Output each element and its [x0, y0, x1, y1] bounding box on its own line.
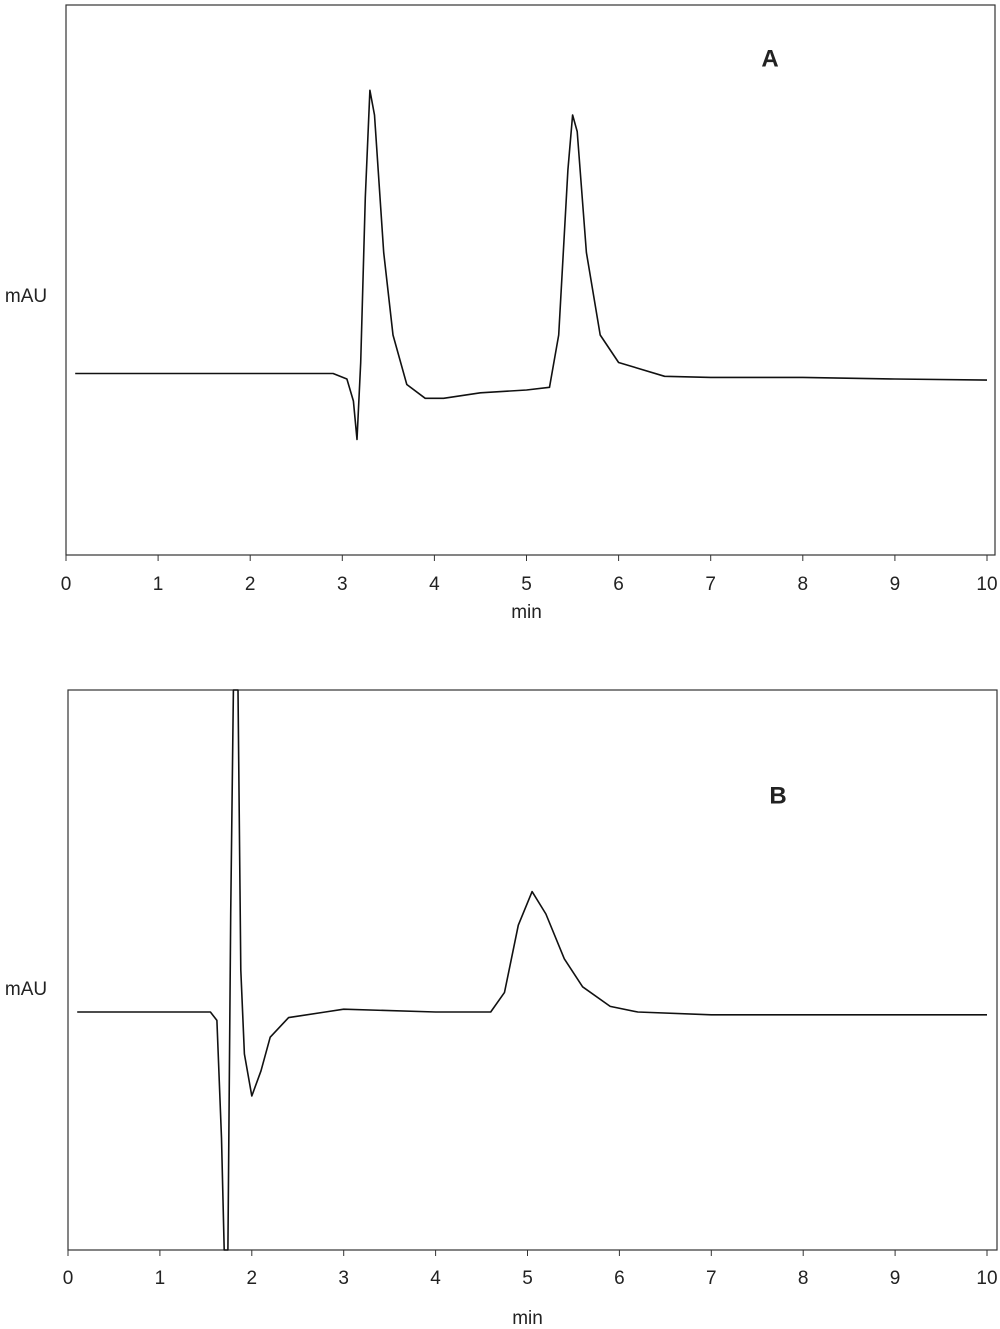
- x-tick-label: 2: [245, 574, 256, 595]
- x-tick-label: 0: [61, 574, 72, 595]
- x-tick-label: 10: [976, 1268, 997, 1289]
- x-tick-label: 9: [890, 574, 901, 595]
- plot-frame: [67, 689, 998, 1251]
- x-tick-label: 8: [798, 574, 809, 595]
- x-tick-label: 1: [155, 1268, 166, 1289]
- x-tick-label: 3: [337, 574, 348, 595]
- chromatogram-line: [75, 89, 988, 441]
- x-tick-label: 4: [430, 1268, 441, 1289]
- x-tick-label: 5: [522, 1268, 533, 1289]
- x-tick-label: 9: [890, 1268, 901, 1289]
- x-tick-label: 4: [429, 574, 440, 595]
- panel-label: A: [761, 45, 778, 72]
- x-tick-label: 6: [614, 1268, 625, 1289]
- y-axis-label: mAU: [5, 286, 47, 307]
- x-axis-label: min: [511, 602, 542, 623]
- x-tick-label: 5: [521, 574, 532, 595]
- x-tick-label: 10: [976, 574, 997, 595]
- x-axis-label: min: [512, 1308, 543, 1329]
- x-tick-label: 0: [63, 1268, 74, 1289]
- panel-label: B: [769, 782, 786, 809]
- x-tick-label: 7: [706, 1268, 717, 1289]
- x-tick-label: 1: [153, 574, 164, 595]
- chromatogram-line: [77, 689, 987, 1251]
- x-tick-label: 7: [705, 574, 716, 595]
- x-tick-label: 8: [798, 1268, 809, 1289]
- y-axis-label: mAU: [5, 979, 47, 1000]
- x-tick-label: 3: [338, 1268, 349, 1289]
- x-tick-label: 6: [613, 574, 624, 595]
- x-tick-label: 2: [247, 1268, 258, 1289]
- plot-frame: [65, 4, 996, 556]
